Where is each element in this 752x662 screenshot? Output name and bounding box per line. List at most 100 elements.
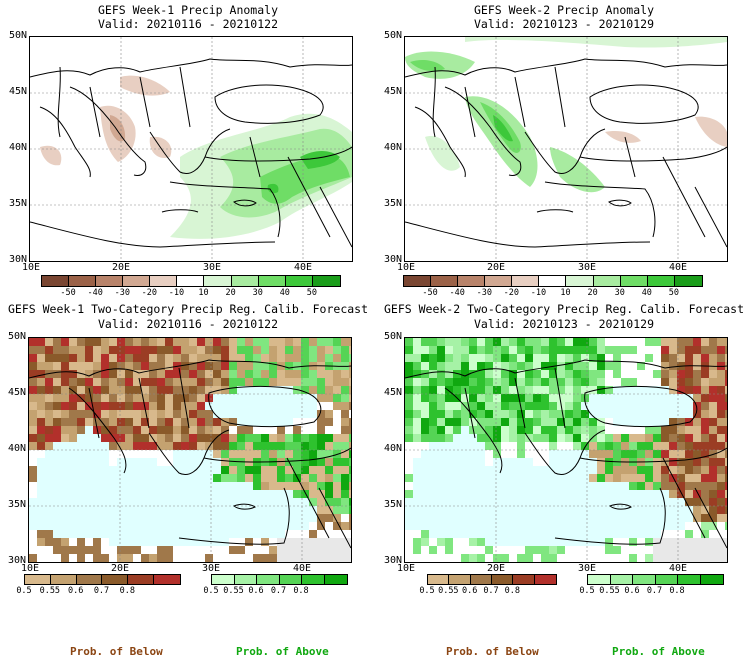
- green-aegean: [550, 147, 605, 193]
- probability-cell: [405, 490, 413, 498]
- probability-cell: [453, 354, 461, 362]
- probability-cell: [493, 338, 501, 346]
- probability-cell: [341, 410, 349, 418]
- probability-cell: [53, 554, 61, 562]
- colorbar-swatch: [485, 276, 513, 286]
- probability-cell: [629, 378, 637, 386]
- probability-cell: [661, 466, 669, 474]
- probability-cell: [245, 450, 253, 458]
- probability-cell: [333, 450, 341, 458]
- probability-cell: [549, 410, 557, 418]
- probability-cell: [349, 354, 351, 362]
- probability-cell: [93, 402, 101, 410]
- probability-cell: [125, 546, 133, 554]
- probability-cell: [517, 554, 525, 562]
- probability-cell: [605, 378, 613, 386]
- gridlines: [405, 37, 727, 261]
- probability-cell: [85, 554, 93, 562]
- probability-cell: [677, 554, 685, 562]
- probability-cell: [117, 426, 125, 434]
- probability-cell: [293, 378, 301, 386]
- probability-cell: [573, 418, 581, 426]
- probability-cell: [221, 338, 229, 346]
- probability-cell: [621, 426, 629, 434]
- probability-cell: [349, 402, 351, 410]
- probability-cell: [685, 338, 693, 346]
- probability-cell: [677, 490, 685, 498]
- probability-cell: [181, 346, 189, 354]
- probability-cell: [61, 554, 69, 562]
- probability-cell: [109, 418, 117, 426]
- probability-cell: [589, 354, 597, 362]
- probability-cell: [213, 450, 221, 458]
- probability-cell: [69, 338, 77, 346]
- probability-cell: [589, 346, 597, 354]
- probability-cell: [141, 426, 149, 434]
- probability-cell: [189, 546, 197, 554]
- colorbar-swatch: [491, 575, 514, 584]
- probability-cell: [197, 442, 205, 450]
- probability-cell: [101, 538, 109, 546]
- probability-cell: [277, 546, 285, 554]
- probability-cell: [29, 354, 37, 362]
- probability-cell: [501, 386, 509, 394]
- probability-cell: [653, 554, 661, 562]
- probability-cell: [413, 538, 421, 546]
- probability-cell: [309, 346, 317, 354]
- anomaly-map-week2: [404, 36, 728, 262]
- probability-cell: [469, 386, 477, 394]
- probability-cell: [317, 538, 325, 546]
- probability-cell: [173, 554, 181, 562]
- colorbar-tick-label: -50: [422, 288, 438, 298]
- probability-cell: [341, 554, 349, 562]
- probability-cell: [573, 346, 581, 354]
- probability-cell: [277, 554, 285, 562]
- probability-cell: [301, 546, 309, 554]
- probability-cell: [293, 450, 301, 458]
- probability-cell: [581, 410, 589, 418]
- probability-cell: [589, 418, 597, 426]
- probability-cell: [557, 338, 565, 346]
- probability-cell: [541, 386, 549, 394]
- probability-cell: [429, 338, 437, 346]
- probability-cell: [333, 370, 341, 378]
- probability-cell: [541, 546, 549, 554]
- colorbar-swatch: [204, 276, 232, 286]
- probability-cell: [421, 538, 429, 546]
- probability-cell: [141, 386, 149, 394]
- probability-cell: [245, 546, 253, 554]
- probability-cell: [453, 410, 461, 418]
- probability-cell: [173, 370, 181, 378]
- probability-cell: [437, 346, 445, 354]
- probability-cell: [349, 530, 351, 538]
- probability-cell: [605, 474, 613, 482]
- probability-cell: [677, 426, 685, 434]
- probability-cell: [157, 442, 165, 450]
- probability-cell: [189, 354, 197, 362]
- probability-cell: [237, 442, 245, 450]
- probability-cell: [725, 442, 727, 450]
- probability-cell: [565, 434, 573, 442]
- probability-cell: [709, 402, 717, 410]
- probability-cell: [205, 426, 213, 434]
- probability-cell: [685, 458, 693, 466]
- probability-cell: [261, 362, 269, 370]
- probability-cell: [53, 426, 61, 434]
- panel-title: GEFS Week-2 Two-Category Precip Reg. Cal…: [383, 302, 745, 316]
- probability-cell: [189, 426, 197, 434]
- colorbar-tick-label: -20: [141, 288, 158, 298]
- probability-cell: [173, 394, 181, 402]
- probability-cell: [509, 442, 517, 450]
- probability-cell: [525, 554, 533, 562]
- probability-cell: [693, 370, 701, 378]
- probability-cell: [189, 554, 197, 562]
- probability-cell: [45, 402, 53, 410]
- probability-cell: [621, 370, 629, 378]
- probability-cell: [333, 474, 341, 482]
- probability-cell: [613, 538, 621, 546]
- probability-cell: [253, 346, 261, 354]
- probability-cell: [37, 546, 45, 554]
- probability-cell: [317, 514, 325, 522]
- probability-cell: [581, 442, 589, 450]
- probability-cell: [61, 346, 69, 354]
